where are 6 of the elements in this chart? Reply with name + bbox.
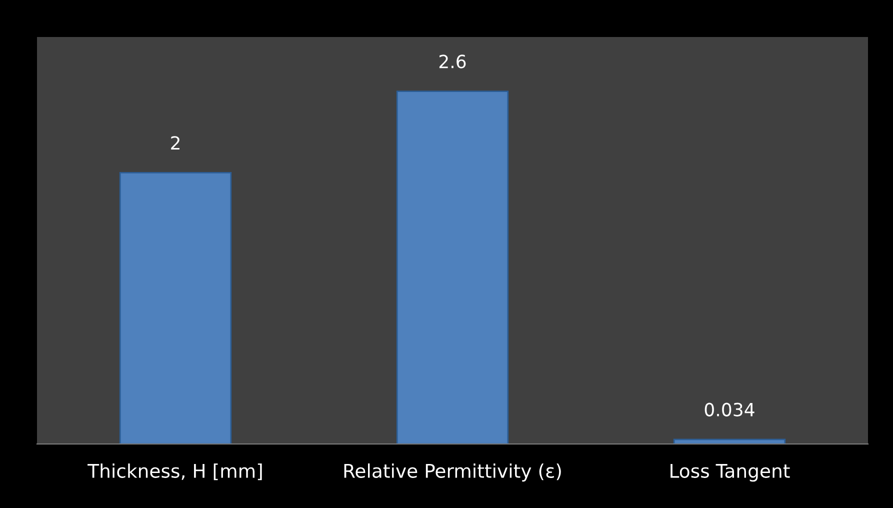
x-tick-label: Relative Permittivity (ε) [344,463,561,482]
data-label: 2 [171,136,180,150]
x-tick-label: Loss Tangent [670,464,790,482]
data-label: 0.034 [704,402,754,416]
x-tick-label: Thickness, H [mm] [88,463,262,480]
data-label: 2.6 [439,54,466,68]
